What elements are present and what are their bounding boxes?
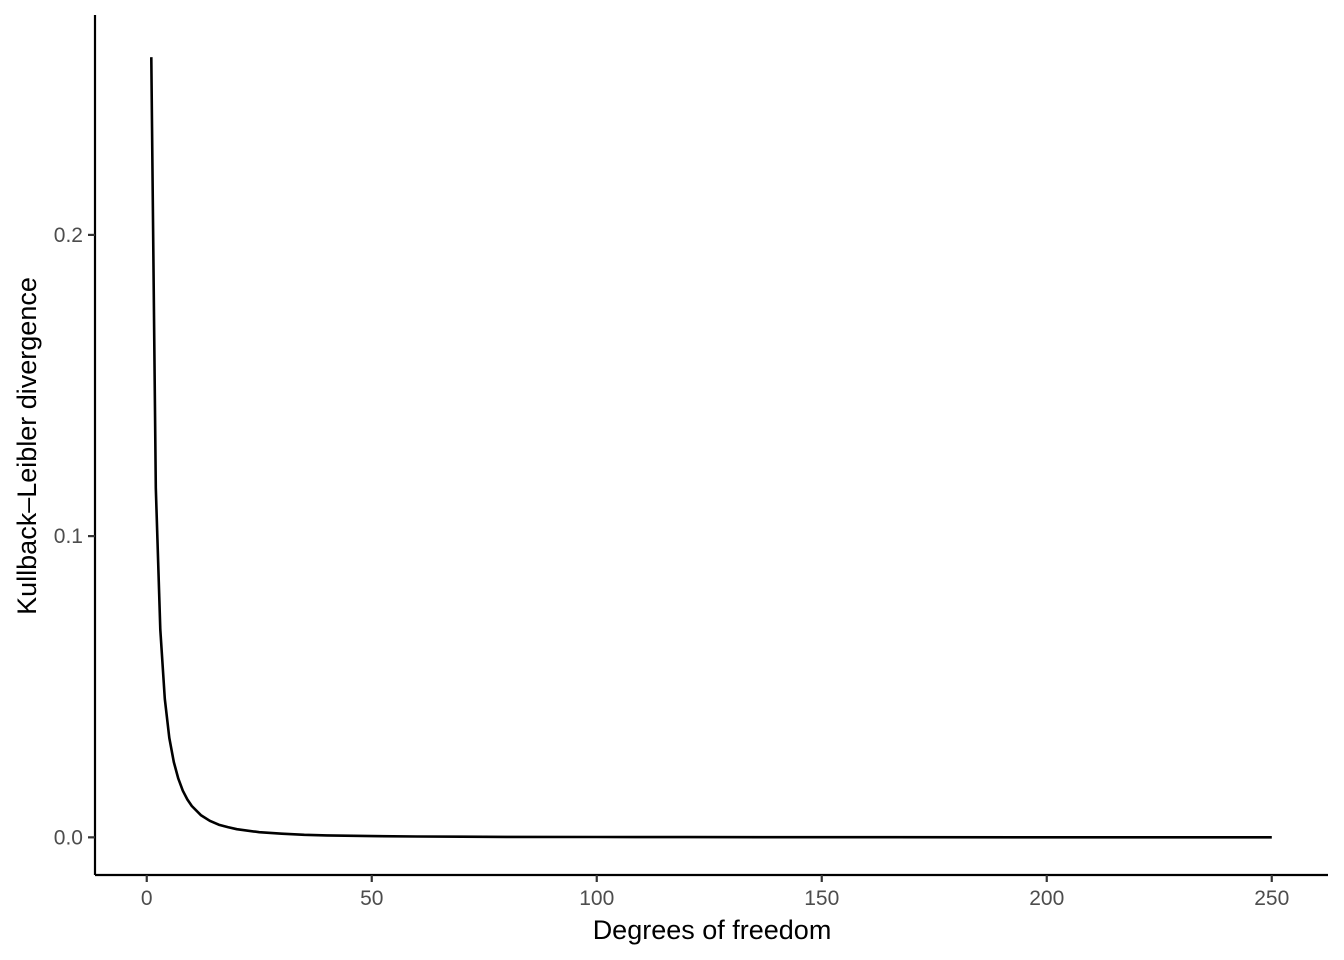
y-tick-label: 0.0 (54, 826, 83, 849)
x-tick-label: 100 (579, 887, 614, 910)
series-line (150, 57, 1272, 839)
y-tick-label: 0.1 (54, 525, 83, 548)
x-tick-label: 0 (141, 887, 153, 910)
y-tick-label: 0.2 (54, 224, 83, 247)
x-tick-label: 200 (1029, 887, 1064, 910)
plot-area: 0 50 100 150 200 250 0.0 0.1 0.2 (54, 15, 1328, 910)
x-tick-label: 250 (1254, 887, 1289, 910)
x-tick-label: 150 (804, 887, 839, 910)
x-tick-label: 50 (360, 887, 383, 910)
y-axis-title: Kullback–Leibler divergence (12, 277, 42, 615)
x-axis-title: Degrees of freedom (593, 915, 832, 945)
